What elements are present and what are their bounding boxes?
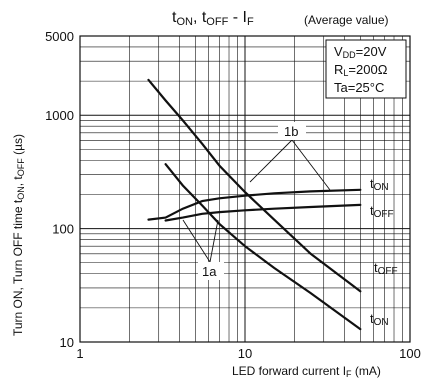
leader-1a-left	[182, 219, 211, 263]
series-ton-1b	[147, 78, 362, 293]
condition-ta: Ta=25°C	[334, 80, 384, 95]
label-ton-1a: tON	[370, 311, 389, 328]
x-tick-label: 10	[238, 346, 252, 361]
x-tick-label: 100	[399, 346, 421, 361]
plot-frame	[79, 35, 411, 343]
y-axis-title: Turn ON, Turn OFF time tON, tOFF (µs)	[11, 134, 26, 336]
condition-vdd: VDD=20V	[334, 44, 387, 60]
x-axis-title: LED forward current IF (mA)	[232, 364, 381, 379]
leader-1b-right	[291, 139, 331, 191]
label-ton-1b: tON	[370, 176, 389, 193]
annotation-1b-label: 1b	[284, 124, 298, 139]
annotation-1b: 1b	[278, 122, 306, 140]
conditions-box: VDD=20V RL=200Ω Ta=25°C	[325, 39, 407, 99]
conditions-frame	[325, 39, 407, 99]
y-tick-label: 5000	[45, 29, 74, 44]
annotation-1a-label: 1a	[202, 264, 217, 279]
annotation-1a: 1a	[198, 262, 224, 280]
condition-rl: RL=200Ω	[334, 62, 388, 78]
leader-1b-left	[249, 139, 293, 183]
annotation-1a-bg	[198, 262, 224, 280]
y-tick-label: 1000	[45, 108, 74, 123]
series-ton-1a	[164, 203, 362, 222]
label-toff-1b: tOFF	[374, 260, 398, 277]
annotation-leaders	[182, 139, 331, 263]
series-toff-1b	[164, 163, 362, 331]
label-toff-1a: tOFF	[370, 203, 394, 220]
x-tick-label: 1	[76, 346, 83, 361]
chart-title: tON, tOFF - IF	[172, 9, 254, 28]
curves	[147, 78, 362, 331]
y-tick-label: 10	[60, 335, 74, 350]
annotation-1b-bg	[278, 122, 306, 140]
leader-1a-right	[209, 219, 219, 263]
series-toff-1a	[147, 188, 362, 221]
y-tick-label: 100	[52, 222, 74, 237]
chart-subtitle: (Average value)	[304, 13, 389, 27]
